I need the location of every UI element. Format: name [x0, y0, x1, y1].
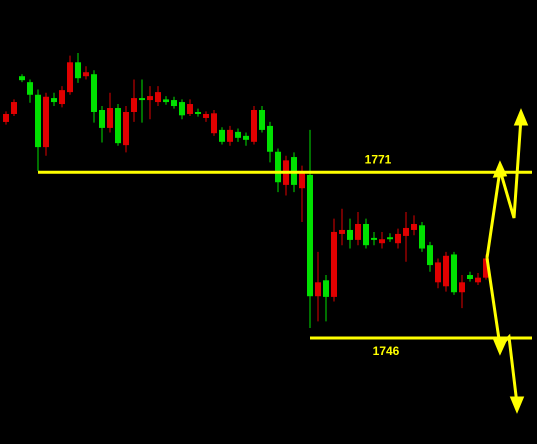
candle-body	[83, 72, 89, 77]
forecast-up	[485, 117, 523, 259]
candle-body	[347, 229, 353, 240]
candle-body	[3, 113, 9, 122]
candle-body	[363, 223, 369, 246]
level-label: 1746	[373, 344, 400, 358]
level-label: 1771	[365, 152, 392, 166]
candle-body	[123, 111, 129, 146]
candle-body	[131, 98, 137, 112]
candle-body	[115, 108, 121, 144]
candle-body	[187, 104, 193, 114]
candle-body	[51, 98, 57, 103]
candle-body	[355, 223, 361, 240]
candle-body	[235, 131, 241, 138]
candle-body	[195, 111, 201, 114]
candle-body	[147, 96, 153, 101]
candle-body	[467, 275, 473, 279]
candle-body	[315, 282, 321, 297]
candle-body	[275, 151, 281, 183]
candle-body	[203, 113, 209, 118]
candle-body	[171, 100, 177, 107]
candle-body	[459, 282, 465, 293]
candle-body	[339, 229, 345, 234]
candle-body	[451, 254, 457, 293]
candle-body	[323, 280, 329, 297]
candle-body	[163, 99, 169, 103]
candle-body	[267, 125, 273, 152]
candle-body	[19, 76, 25, 81]
candle-body	[379, 239, 385, 244]
candle-body	[59, 90, 65, 105]
candle-body	[27, 82, 33, 95]
candle-body	[35, 94, 41, 148]
forecast-arrows	[485, 108, 529, 414]
candle-body	[251, 110, 257, 142]
candle-body	[395, 233, 401, 244]
candle-body	[179, 102, 185, 116]
candle-body	[387, 237, 393, 240]
arrowhead	[509, 396, 525, 414]
candle-body	[331, 231, 337, 297]
candle-body	[219, 129, 225, 142]
candle-body	[475, 277, 481, 283]
candle-body	[411, 223, 417, 230]
candle-body	[75, 62, 81, 79]
candle-body	[419, 225, 425, 249]
candle-body	[91, 74, 97, 112]
candle-body	[155, 92, 161, 103]
arrowhead	[513, 108, 529, 126]
forecast-down	[485, 257, 519, 405]
candle-body	[11, 102, 17, 114]
candle-body	[435, 262, 441, 283]
candle-body	[67, 62, 73, 93]
candle-body	[211, 113, 217, 134]
candle-body	[299, 172, 305, 189]
candle-body	[139, 98, 145, 101]
candle-body	[43, 96, 49, 148]
candle-body	[403, 227, 409, 236]
candle-body	[259, 110, 265, 130]
candle-body	[427, 245, 433, 266]
candle-body	[483, 258, 489, 278]
candle-body	[99, 110, 105, 128]
candle-body	[443, 255, 449, 287]
arrowhead	[492, 160, 508, 178]
candle-body	[371, 237, 377, 240]
arrowhead	[492, 338, 508, 356]
candle-body	[107, 108, 113, 128]
candle-body	[227, 129, 233, 142]
candle-body	[243, 135, 249, 140]
candle-body	[307, 174, 313, 297]
